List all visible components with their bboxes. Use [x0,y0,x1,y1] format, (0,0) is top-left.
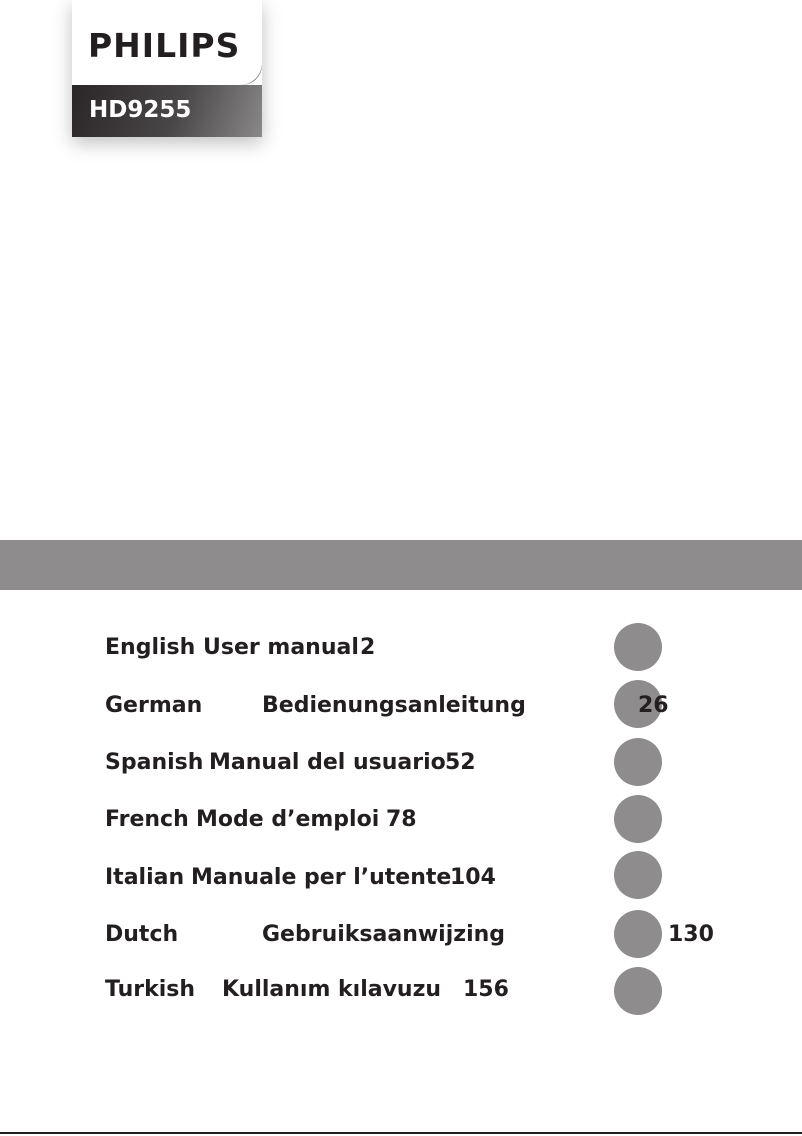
language-dot [614,795,662,843]
title-english: User manual [203,635,359,660]
title-dutch: Gebruiksaanwijzing [262,922,506,947]
page-english: 2 [360,635,376,660]
title-italian: Manuale per l’utente [191,865,452,890]
language-dot [614,680,662,728]
page-spanish: 52 [445,750,476,775]
language-french: French [105,807,189,832]
title-turkish: Kullanım kılavuzu [222,977,442,1002]
title-german: Bedienungsanleitung [262,693,526,718]
language-dot [614,910,662,958]
gray-band [0,540,802,590]
language-dot [614,851,662,899]
logo-corner [72,60,262,85]
page-german: 26 [638,693,669,718]
title-french: Mode d’emploi [196,807,380,832]
language-english: English [105,635,196,660]
page-french: 78 [386,807,417,832]
language-dot [614,967,662,1015]
philips-logo: PHILIPS HD9255 [72,0,262,137]
page-italian: 104 [450,865,496,890]
page-turkish: 156 [463,977,509,1002]
language-dot [614,623,662,671]
title-spanish: Manual del usuario [209,750,446,775]
language-dutch: Dutch [105,922,179,947]
language-spanish: Spanish [105,750,204,775]
language-dot [614,738,662,786]
language-italian: Italian [105,865,185,890]
language-german: German [105,693,203,718]
language-turkish: Turkish [105,977,196,1002]
brand-name: PHILIPS [88,26,241,65]
page-dutch: 130 [668,922,714,947]
bottom-rule [0,1132,802,1134]
model-number: HD9255 [89,97,192,123]
